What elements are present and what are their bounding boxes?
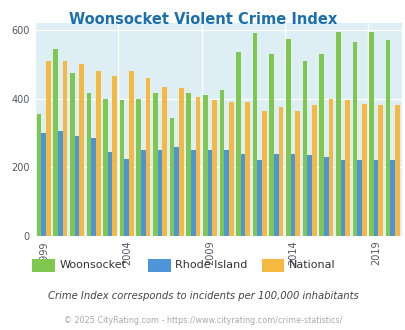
Bar (212, 100, 216, 236)
Text: National: National (288, 260, 335, 270)
Bar (323, 157, 328, 236)
Bar (62, 61, 67, 236)
Bar (307, 155, 311, 236)
Bar (318, 54, 323, 236)
Bar (103, 99, 108, 236)
Bar (373, 160, 377, 236)
Bar (190, 150, 195, 236)
Bar (141, 150, 145, 236)
Bar (75, 136, 79, 236)
Bar (278, 107, 283, 236)
Bar (145, 78, 150, 236)
Bar (53, 49, 58, 236)
Bar (390, 160, 394, 236)
Bar (79, 64, 84, 236)
Bar (46, 61, 51, 236)
Bar (70, 73, 75, 236)
Bar (124, 159, 129, 236)
Bar (228, 102, 233, 236)
Bar (58, 131, 62, 236)
Bar (36, 114, 41, 236)
Bar (269, 54, 273, 236)
Bar (179, 88, 183, 236)
Bar (236, 52, 240, 236)
Bar (224, 150, 228, 236)
Bar (252, 33, 257, 236)
Bar (302, 61, 307, 236)
Bar (240, 153, 245, 236)
Bar (195, 97, 200, 236)
Bar (96, 71, 100, 236)
Text: © 2025 CityRating.com - https://www.cityrating.com/crime-statistics/: © 2025 CityRating.com - https://www.city… (64, 316, 341, 325)
Bar (340, 160, 344, 236)
Text: Rhode Island: Rhode Island (175, 260, 247, 270)
Bar (290, 153, 295, 236)
Bar (262, 111, 266, 236)
Bar (157, 150, 162, 236)
Bar (368, 32, 373, 236)
Bar (186, 93, 190, 236)
Bar (108, 152, 112, 236)
Bar (328, 99, 333, 236)
Bar (385, 40, 390, 236)
Bar (174, 147, 179, 236)
Bar (286, 39, 290, 236)
Bar (219, 90, 224, 236)
Bar (245, 102, 249, 236)
Bar (119, 100, 124, 236)
Bar (311, 106, 316, 236)
Bar (129, 71, 133, 236)
Bar (86, 93, 91, 236)
Text: Crime Index corresponds to incidents per 100,000 inhabitants: Crime Index corresponds to incidents per… (47, 291, 358, 301)
Bar (356, 160, 361, 236)
Bar (162, 86, 166, 236)
Text: Woonsocket: Woonsocket (60, 260, 126, 270)
Bar (377, 106, 382, 236)
Bar (394, 106, 399, 236)
Bar (91, 138, 96, 236)
Bar (257, 160, 262, 236)
Bar (361, 104, 366, 236)
Bar (352, 42, 356, 236)
Bar (112, 76, 117, 236)
Bar (153, 93, 157, 236)
Bar (273, 153, 278, 236)
Bar (335, 32, 340, 236)
Bar (295, 111, 299, 236)
Bar (136, 99, 141, 236)
Bar (169, 117, 174, 236)
Bar (41, 133, 46, 236)
Bar (207, 150, 212, 236)
Bar (202, 95, 207, 236)
Text: Woonsocket Violent Crime Index: Woonsocket Violent Crime Index (69, 12, 336, 26)
Bar (344, 100, 349, 236)
